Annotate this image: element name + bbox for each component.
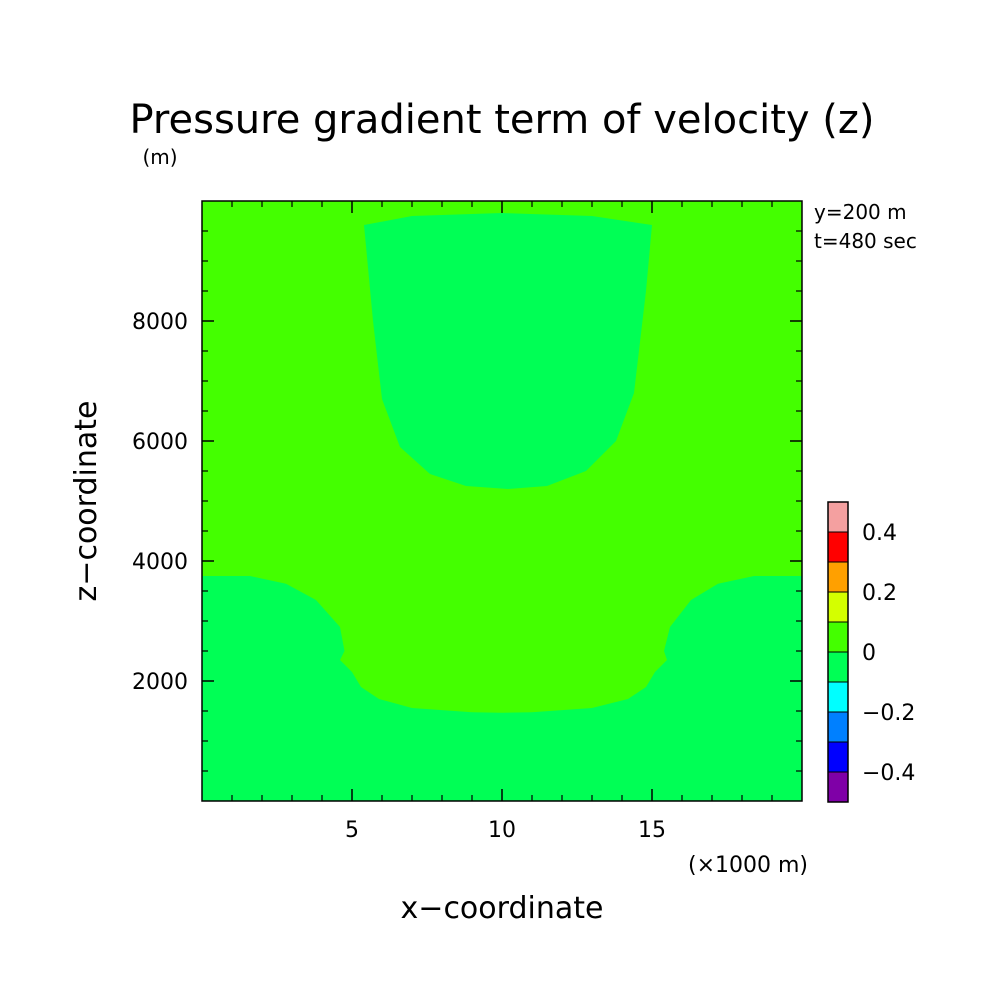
upper-negative-region [364, 213, 652, 489]
colorbar-swatch [828, 532, 848, 562]
colorbar-swatch [828, 502, 848, 532]
minor-ticks [202, 201, 802, 801]
x-axis-label: x−coordinate [401, 891, 604, 926]
contour-regions [202, 213, 802, 801]
colorbar-swatch [828, 772, 848, 802]
chart-title: Pressure gradient term of velocity (z) [130, 97, 875, 143]
y-tick-label: 8000 [132, 310, 188, 335]
y-tick-label: 2000 [132, 670, 188, 695]
colorbar-tick-label: −0.2 [862, 701, 915, 726]
x-tick-label: 15 [638, 818, 666, 843]
plot-area: 5 10 15 2000 4000 6000 8000 [132, 200, 803, 843]
y-tick-label: 4000 [132, 550, 188, 575]
colorbar-swatch [828, 622, 848, 652]
colorbar-swatch [828, 742, 848, 772]
colorbar: −0.4 −0.2 0 0.2 0.4 [827, 501, 915, 803]
colorbar-swatch [828, 562, 848, 592]
colorbar-tick-label: 0.4 [862, 521, 897, 546]
colorbar-frame [827, 501, 849, 803]
colorbar-tick-label: 0 [862, 641, 876, 666]
colorbar-swatch [828, 712, 848, 742]
colorbar-swatch [828, 652, 848, 682]
colorbar-tick-label: 0.2 [862, 581, 897, 606]
y-axis-ticks: 2000 4000 6000 8000 [132, 310, 802, 695]
annotation-time: t=480 sec [814, 229, 917, 253]
x-axis-ticks: 5 10 15 [345, 201, 666, 843]
x-tick-label: 5 [345, 818, 359, 843]
colorbar-swatch [828, 682, 848, 712]
colorbar-tick-label: −0.4 [862, 761, 915, 786]
y-axis-label: z−coordinate [69, 401, 104, 602]
colorbar-swatch [828, 592, 848, 622]
y-tick-label: 6000 [132, 430, 188, 455]
x-tick-label: 10 [488, 818, 516, 843]
x-axis-unit: (×1000 m) [688, 853, 808, 878]
lower-negative-region [202, 576, 802, 801]
annotation-y-position: y=200 m [814, 200, 907, 224]
y-unit-label: (m) [142, 145, 177, 169]
